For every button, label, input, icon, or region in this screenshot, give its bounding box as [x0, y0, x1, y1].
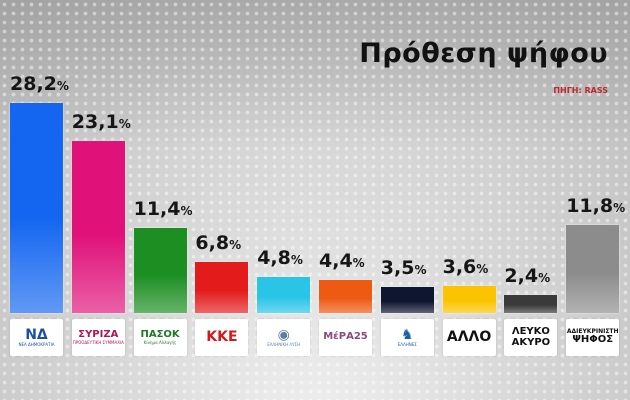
bar-value-label: 2,4% [504, 265, 551, 288]
party-logo-1: ΝΔ ΝΕΑ ΔΗΜΟΚΡΑΤΙΑ [10, 319, 63, 356]
party-logo-9: ΛΕΥΚΟ ΑΚΥΡΟ [504, 319, 558, 356]
party-logo-10: ΑΔΙΕΥΚΡΙΝΙΣΤΗ ΨΗΦΟΣ [566, 319, 620, 356]
bar-value-label: 23,1% [71, 110, 131, 133]
bar-value-label: 11,4% [133, 198, 193, 221]
bar-value-label: 28,2% [10, 72, 69, 95]
bar-fill [566, 225, 620, 313]
party-logo-5: ◉ ΕΛΛΗΝΙΚΗ ΛΥΣΗ [257, 319, 311, 356]
bar-2: 23,1% [71, 0, 131, 313]
party-logo-4: ΚΚΕ [195, 319, 249, 356]
bar-3: 11,4% [133, 0, 193, 313]
bar-value-label: 11,8% [566, 195, 626, 218]
bar-fill [133, 228, 187, 313]
bar-7: 3,5% [380, 0, 434, 313]
bar-value-label: 3,6% [442, 256, 489, 279]
party-logo-2: ΣΥΡΙΖΑ ΠΡΟΟΔΕΥΤΙΚΗ ΣΥΜΜΑΧΙΑ [71, 319, 125, 356]
bar-fill [504, 295, 558, 313]
bar-fill [195, 262, 249, 313]
party-logo-8: ΑΛΛΟ [442, 319, 496, 356]
chart-title: Πρόθεση ψήφου [359, 38, 608, 69]
bar-value-label: 4,8% [257, 247, 303, 270]
bar-9: 2,4% [504, 0, 558, 313]
bar-1: 28,2% [10, 0, 69, 313]
bar-fill [10, 102, 63, 313]
bar-fill [319, 280, 372, 313]
bar-fill [71, 140, 125, 313]
bar-value-label: 3,5% [380, 256, 427, 279]
bar-fill [442, 286, 496, 313]
bar-6: 4,4% [319, 0, 372, 313]
bar-fill [257, 277, 311, 313]
bar-fill [380, 286, 434, 313]
bar-5: 4,8% [257, 0, 311, 313]
chart-source: ΠΗΓΗ: RASS [553, 86, 608, 95]
bar-10: 11,8% [566, 0, 625, 313]
bar-4: 6,8% [195, 0, 249, 313]
bar-value-label: 6,8% [195, 232, 242, 255]
party-logo-3: ΠΑΣΟΚ Κίνημα Αλλαγής [133, 319, 187, 356]
bar-8: 3,6% [442, 0, 496, 313]
bar-value-label: 4,4% [319, 250, 365, 273]
background-building [0, 0, 630, 150]
party-logo-6: ΜέΡΑ25 [319, 319, 372, 356]
party-logo-7: ♞ ΕΛΛΗΝΕΣ [380, 319, 434, 356]
